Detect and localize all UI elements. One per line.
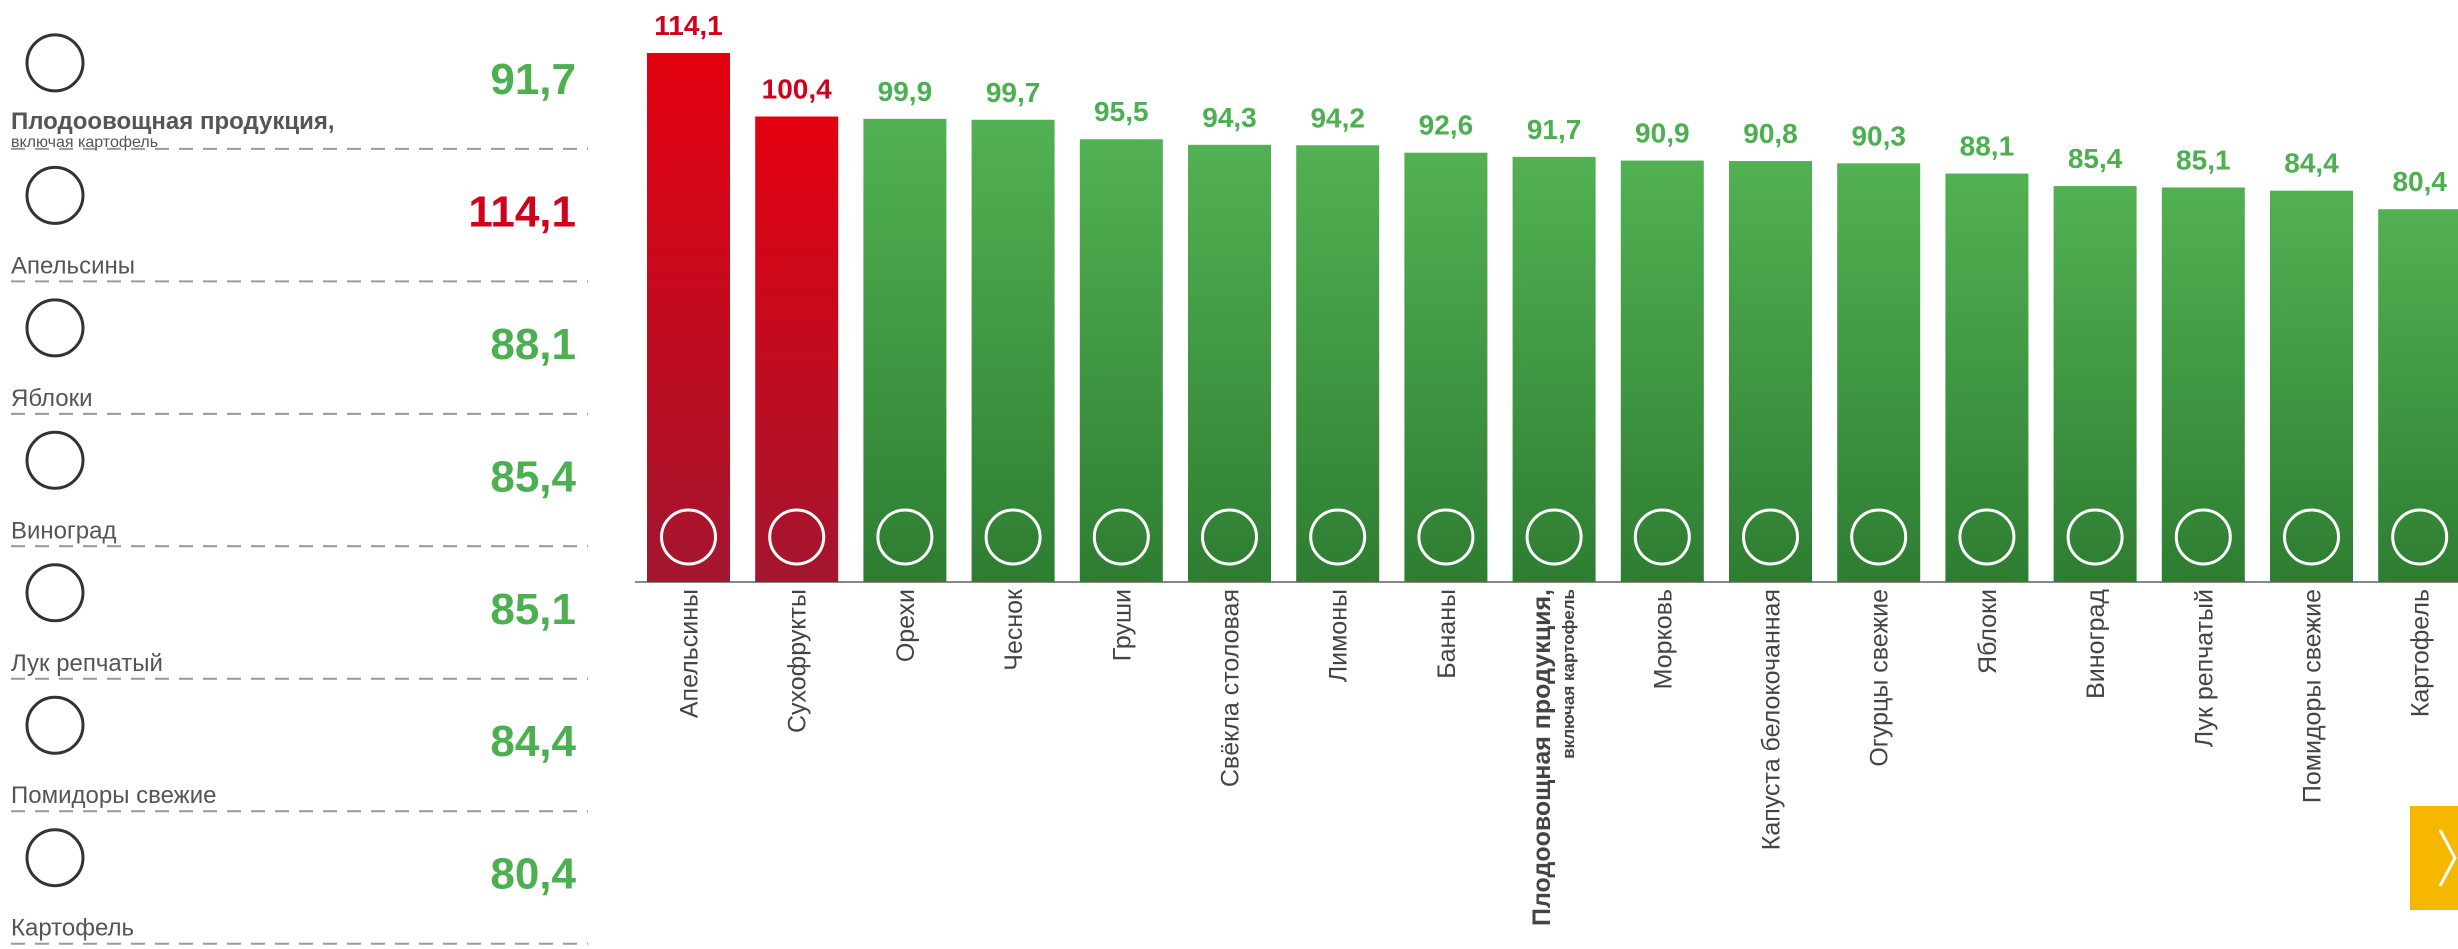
value-label: 84,4 [2284, 148, 2339, 179]
value-label: 90,8 [1743, 118, 1798, 149]
bar-icon [2283, 508, 2340, 566]
row-icon [25, 828, 85, 888]
bar [755, 116, 839, 582]
bar [1188, 144, 1271, 583]
bar [1512, 156, 1596, 582]
bar [2270, 190, 2353, 582]
bar-icon [1525, 508, 1583, 566]
value-label: 99,9 [878, 76, 933, 107]
bar-icon [1092, 508, 1150, 566]
row-icon [25, 298, 85, 358]
bar-icon [1309, 508, 1367, 566]
category-label: Сухофрукты [784, 589, 812, 733]
value-label: 95,5 [1094, 96, 1149, 127]
bar-icon [1742, 508, 1799, 566]
row-icon [25, 33, 85, 93]
value-label: 91,7 [1527, 114, 1582, 145]
bar [971, 119, 1055, 583]
row-value: 114,1 [468, 187, 576, 236]
category-label: Бананы [1433, 589, 1461, 679]
bar-icon [768, 508, 826, 566]
bar [2161, 187, 2245, 582]
value-label: 88,1 [1960, 131, 2015, 162]
row-value: 85,1 [490, 585, 576, 634]
row-name: Виноград [11, 517, 116, 544]
bar [2053, 186, 2137, 583]
category-label: Яблоки [1974, 589, 2002, 674]
row-icon [25, 430, 85, 490]
value-label: 90,9 [1635, 118, 1690, 149]
bar [863, 118, 947, 582]
value-label: 85,4 [2068, 143, 2123, 174]
row-value: 84,4 [490, 717, 576, 766]
row-value: 91,7 [490, 55, 576, 104]
bar [1620, 160, 1704, 583]
value-label: 94,3 [1202, 102, 1257, 133]
category-label: Чеснок [1000, 588, 1028, 671]
next-button[interactable] [2410, 806, 2458, 910]
row-name: Яблоки [11, 385, 93, 412]
row-note: включая картофель [11, 134, 158, 151]
bar-icon [1850, 508, 1908, 566]
bar [1079, 139, 1163, 583]
bar-icon [1958, 508, 2016, 566]
row-value: 88,1 [490, 320, 576, 369]
bar-icon [660, 508, 717, 566]
category-label: Груши [1108, 589, 1136, 661]
row-icon [25, 563, 85, 623]
row-icon [25, 695, 85, 755]
row-value: 80,4 [490, 850, 576, 899]
value-label: 100,4 [762, 74, 832, 105]
bar [1945, 173, 2029, 582]
bar [1729, 161, 1812, 582]
bar-icon [984, 508, 1042, 566]
row-icon [25, 165, 85, 225]
category-label: Лук репчатый [2190, 589, 2218, 747]
bar [2378, 209, 2458, 582]
category-label: Помидоры свежие [2299, 589, 2327, 803]
category-label: Огурцы свежие [1866, 589, 1894, 767]
category-label: Картофель [2407, 589, 2435, 717]
next-arrow [2438, 829, 2457, 887]
bar-icon [2391, 508, 2449, 566]
bar-icon [1201, 508, 1258, 566]
bar [1296, 145, 1380, 582]
value-label: 114,1 [654, 10, 723, 41]
value-label: 94,2 [1310, 102, 1365, 133]
row-name: Помидоры свежие [11, 782, 217, 809]
category-label: Виноград [2082, 589, 2110, 699]
row-name: Плодоовощная продукция, [11, 108, 335, 135]
category-label: Морковь [1649, 589, 1677, 689]
row-value: 85,4 [490, 452, 576, 501]
value-label: 85,1 [2176, 144, 2231, 175]
bar-icon [1417, 508, 1475, 566]
value-label: 99,7 [986, 77, 1041, 108]
value-label: 90,3 [1851, 120, 1906, 151]
row-name: Лук репчатый [11, 650, 163, 677]
category-label: Свёкла столовая [1217, 589, 1245, 787]
value-label: 80,4 [2392, 166, 2447, 197]
bar [647, 53, 730, 582]
category-label: Апельсины [676, 589, 704, 718]
value-label: 92,6 [1419, 110, 1474, 141]
row-name: Картофель [11, 915, 134, 942]
bar-icon [1633, 508, 1691, 566]
category-label: Лимоны [1325, 589, 1353, 682]
bar-icon [2066, 508, 2124, 566]
bar [1837, 163, 1921, 582]
category-note: включая картофель [1559, 589, 1578, 759]
row-name: Апельсины [11, 252, 135, 279]
bar [1404, 152, 1488, 582]
category-label: Плодоовощная продукция, [1528, 589, 1556, 926]
category-label: Капуста белокочанная [1758, 589, 1786, 850]
category-label: Орехи [892, 589, 920, 662]
bar-icon [2174, 508, 2232, 566]
bar-icon [876, 508, 934, 566]
